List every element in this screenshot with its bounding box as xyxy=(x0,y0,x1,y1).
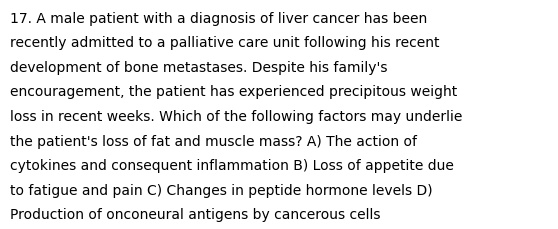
Text: encouragement, the patient has experienced precipitous weight: encouragement, the patient has experienc… xyxy=(10,85,458,99)
Text: to fatigue and pain C) Changes in peptide hormone levels D): to fatigue and pain C) Changes in peptid… xyxy=(10,183,432,197)
Text: 17. A male patient with a diagnosis of liver cancer has been: 17. A male patient with a diagnosis of l… xyxy=(10,11,427,25)
Text: loss in recent weeks. Which of the following factors may underlie: loss in recent weeks. Which of the follo… xyxy=(10,109,463,123)
Text: cytokines and consequent inflammation B) Loss of appetite due: cytokines and consequent inflammation B)… xyxy=(10,158,454,172)
Text: the patient's loss of fat and muscle mass? A) The action of: the patient's loss of fat and muscle mas… xyxy=(10,134,417,148)
Text: development of bone metastases. Despite his family's: development of bone metastases. Despite … xyxy=(10,60,388,74)
Text: recently admitted to a palliative care unit following his recent: recently admitted to a palliative care u… xyxy=(10,36,440,50)
Text: Production of onconeural antigens by cancerous cells: Production of onconeural antigens by can… xyxy=(10,207,381,221)
